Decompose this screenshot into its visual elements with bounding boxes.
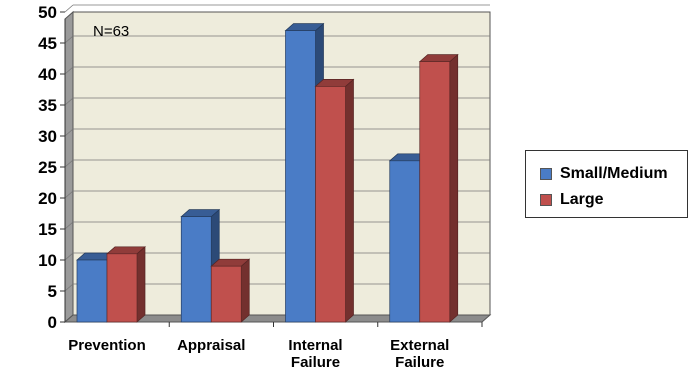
legend-label-large: Large xyxy=(560,191,604,208)
y-tick-label: 15 xyxy=(38,220,57,239)
gridline-side xyxy=(64,97,74,106)
legend-item-small-medium: Small/Medium xyxy=(540,161,687,187)
plot-side-wall xyxy=(64,10,74,324)
bar-side xyxy=(449,53,459,323)
legend-item-large: Large xyxy=(540,187,687,213)
gridline-side xyxy=(64,159,74,168)
y-tick-label: 50 xyxy=(38,3,57,22)
y-tick-label: 10 xyxy=(38,251,57,270)
bar-small-medium xyxy=(285,30,316,323)
bar-large xyxy=(419,61,451,323)
gridline-side xyxy=(64,221,74,230)
x-category-label: Internal xyxy=(288,337,342,354)
gridline-side xyxy=(64,4,74,13)
gridline-side xyxy=(64,283,74,292)
y-tick-label: 25 xyxy=(38,158,57,177)
bar-large xyxy=(106,253,138,323)
gridline-side xyxy=(64,66,74,75)
gridline-side xyxy=(64,35,74,44)
bar-small-medium xyxy=(389,160,421,323)
bar-small-medium xyxy=(76,259,108,323)
legend: Small/Medium Large xyxy=(525,150,688,218)
x-category-label: Failure xyxy=(395,354,444,371)
legend-swatch-small-medium xyxy=(540,168,552,180)
bar-large xyxy=(210,265,242,323)
x-category-label: Appraisal xyxy=(177,337,245,354)
annotation-n: N=63 xyxy=(93,23,129,40)
y-tick-label: 40 xyxy=(38,65,57,84)
bar-side xyxy=(240,258,250,323)
x-category-label: Failure xyxy=(291,354,340,371)
gridline-side xyxy=(64,128,74,137)
gridline-side xyxy=(64,252,74,261)
y-tick-label: 45 xyxy=(38,34,57,53)
y-tick-label: 5 xyxy=(48,282,57,301)
y-tick-label: 30 xyxy=(38,127,57,146)
legend-label-small-medium: Small/Medium xyxy=(560,165,668,182)
x-category-label: External xyxy=(390,337,449,354)
legend-swatch-large xyxy=(540,194,552,206)
bar-side xyxy=(345,78,354,323)
x-category-label: Prevention xyxy=(68,337,146,354)
bar-side xyxy=(136,246,146,323)
gridline-side xyxy=(64,190,74,199)
y-tick-label: 0 xyxy=(48,313,57,332)
bar-small-medium xyxy=(180,216,212,323)
y-tick-label: 35 xyxy=(38,96,57,115)
bar-large xyxy=(315,86,346,323)
y-tick-label: 20 xyxy=(38,189,57,208)
